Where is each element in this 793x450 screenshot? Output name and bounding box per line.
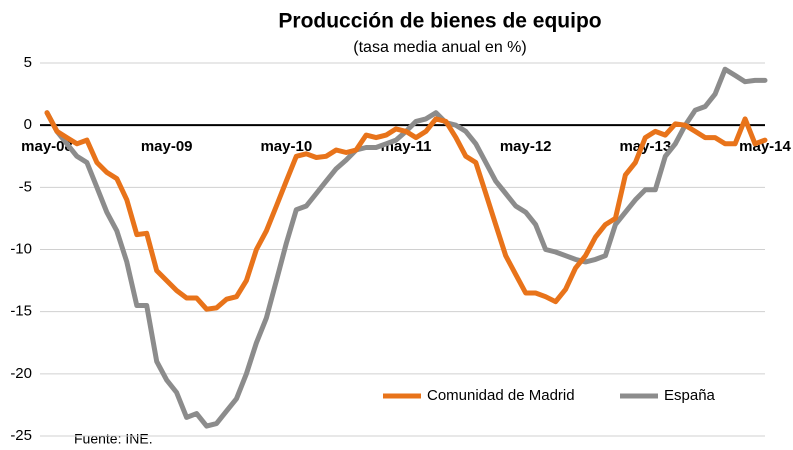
- legend-label: Comunidad de Madrid: [427, 387, 575, 404]
- y-tick-label: -15: [10, 303, 32, 320]
- y-tick-label: -5: [19, 178, 32, 195]
- x-tick-label: may-08: [21, 138, 73, 155]
- chart-subtitle: (tasa media anual en %): [353, 39, 526, 56]
- x-tick-label: may-13: [619, 138, 671, 155]
- series-line: [44, 110, 768, 312]
- x-tick-label: may-10: [260, 138, 312, 155]
- x-tick-label: may-09: [141, 138, 193, 155]
- x-tick-label: may-12: [500, 138, 552, 155]
- y-tick-label: -10: [10, 240, 32, 257]
- y-tick-label: 0: [24, 116, 32, 133]
- y-tick-label: -25: [10, 427, 32, 444]
- chart-title: Producción de bienes de equipo: [278, 10, 601, 33]
- y-tick-label: 5: [24, 54, 32, 71]
- series-line: [44, 66, 768, 429]
- legend-label: España: [664, 387, 716, 404]
- source: Fuente: INE.: [74, 431, 153, 447]
- y-tick-label: -20: [10, 365, 32, 382]
